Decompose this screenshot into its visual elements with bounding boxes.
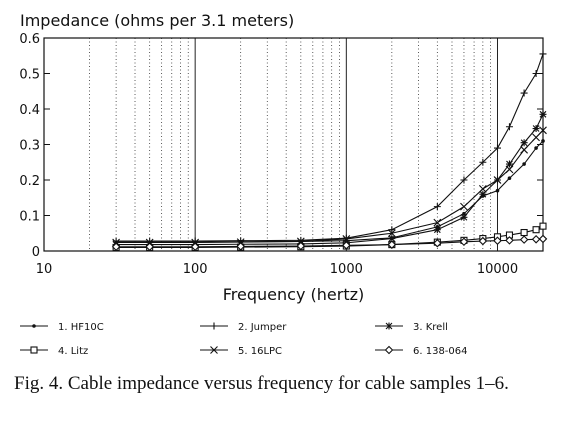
series-line — [116, 53, 544, 242]
legend-marker — [210, 322, 218, 330]
data-point — [507, 176, 512, 181]
legend-marker — [210, 346, 218, 354]
data-point — [478, 184, 487, 193]
data-point — [479, 158, 487, 166]
y-tick-label: 0.3 — [19, 139, 40, 154]
x-tick-label: 100 — [183, 262, 208, 277]
data-point — [534, 146, 538, 150]
data-point — [505, 236, 514, 245]
y-tick-label: 0.1 — [19, 210, 40, 225]
y-tick-label: 0.5 — [19, 68, 40, 83]
legend-marker — [32, 324, 36, 328]
legend-marker — [385, 322, 393, 330]
y-tick-label: 0.6 — [19, 32, 40, 47]
data-point — [495, 188, 500, 193]
data-point — [520, 145, 529, 154]
data-point — [190, 242, 200, 252]
legend-label: 3. Krell — [413, 322, 448, 333]
data-point — [520, 139, 528, 147]
chart-title: Impedance (ohms per 3.1 meters) — [20, 11, 294, 30]
data-point — [531, 235, 541, 244]
data-point — [532, 125, 540, 133]
legend-label: 1. HF10C — [58, 322, 104, 333]
x-tick-label: 10 — [36, 262, 53, 277]
chart-svg: 0 0.1 0.2 0.3 0.4 0.5 0.6 10 100 1000 10000 Impedan… — [19, 11, 548, 357]
data-point — [493, 236, 502, 245]
data-point — [532, 226, 540, 234]
legend-label: 6. 138-064 — [413, 346, 468, 357]
legend-label: 2. Jumper — [238, 322, 287, 333]
data-point — [462, 211, 466, 216]
data-point — [538, 234, 548, 244]
data-point — [433, 238, 442, 248]
data-point — [342, 235, 351, 243]
legend-label: 5. 16LPC — [238, 346, 282, 357]
data-point — [479, 190, 487, 198]
y-tick-label: 0.2 — [19, 174, 40, 189]
series-line — [116, 114, 544, 246]
data-point — [460, 202, 468, 211]
data-point — [342, 241, 351, 250]
y-tick-label: 0 — [32, 245, 40, 260]
y-tick-label: 0.4 — [19, 103, 40, 118]
data-point — [539, 50, 547, 58]
data-point — [505, 165, 514, 174]
data-point — [387, 240, 397, 249]
data-point — [236, 242, 245, 251]
data-point — [539, 222, 547, 230]
x-tick-label: 10000 — [477, 262, 518, 277]
data-point — [478, 236, 488, 246]
data-point — [541, 139, 545, 143]
data-point — [539, 110, 547, 118]
data-point — [493, 176, 502, 184]
data-point — [388, 226, 396, 234]
data-point — [460, 213, 468, 221]
data-point — [145, 242, 154, 252]
data-point — [493, 144, 501, 152]
x-axis-label: Frequency (hertz) — [223, 285, 364, 304]
data-point — [460, 176, 468, 184]
data-point — [433, 226, 441, 234]
data-point — [111, 242, 121, 252]
data-point — [433, 203, 441, 211]
legend-marker — [30, 346, 38, 354]
legend-marker — [384, 345, 394, 355]
data-point — [388, 235, 396, 243]
data-point — [505, 160, 513, 168]
series-line — [116, 140, 544, 243]
data-point — [519, 235, 529, 244]
data-point — [520, 89, 528, 97]
data-point — [387, 229, 396, 238]
data-point — [539, 126, 547, 135]
figure-caption: Fig. 4. Cable impedance versus frequency… — [14, 373, 509, 394]
data-point — [505, 123, 513, 131]
plot-frame — [43, 37, 544, 252]
data-point — [522, 162, 526, 166]
data-point — [520, 228, 528, 237]
data-point — [459, 237, 469, 247]
data-point — [532, 133, 540, 142]
x-tick-label: 1000 — [330, 262, 363, 277]
data-point — [433, 218, 442, 227]
data-point — [296, 241, 306, 251]
data-point — [296, 237, 305, 246]
data-point — [532, 70, 540, 77]
legend-label: 4. Litz — [58, 346, 88, 357]
